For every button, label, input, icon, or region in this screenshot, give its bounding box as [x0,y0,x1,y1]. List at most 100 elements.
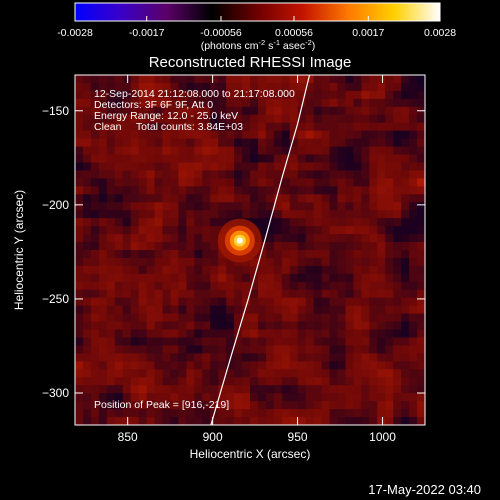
heatmap-cell [353,273,362,283]
heatmap-cell [154,162,164,172]
heatmap-cell [226,106,235,116]
heatmap-cell [369,417,378,425]
heatmap-cell [385,417,394,425]
heatmap-cell [369,90,378,100]
heatmap-cell [345,369,355,378]
heatmap-cell [305,409,315,418]
heatmap-cell [82,289,92,299]
heatmap-cell [321,138,331,148]
heatmap-cell [114,178,124,187]
heatmap-cell [273,82,283,92]
heatmap-cell [154,409,164,418]
heatmap-cell [250,75,259,84]
heatmap-cell [234,273,243,283]
heatmap-cell [329,154,339,164]
heatmap-cell [162,393,172,402]
heatmap-cell [409,417,418,425]
heatmap-cell [385,226,394,235]
heatmap-cell [242,329,251,339]
heatmap-cell [170,393,180,402]
heatmap-cell [273,305,283,315]
heatmap-cell [154,226,164,235]
heatmap-cell [114,146,124,156]
heatmap-cell [305,106,315,116]
heatmap-cell [75,82,84,92]
heatmap-cell [417,146,425,156]
heatmap-cell [98,401,108,410]
heatmap-cell [218,202,227,211]
heatmap-cell [106,218,116,227]
heatmap-cell [321,321,331,331]
heatmap-cell [138,369,148,378]
heatmap-cell [218,114,227,124]
heatmap-cell [305,82,315,92]
heatmap-cell [361,90,370,100]
heatmap-cell [194,186,203,195]
heatmap-cell [82,393,92,402]
heatmap-cell [265,82,275,92]
heatmap-cell [98,289,108,299]
heatmap-cell [353,257,362,267]
heatmap-cell [106,82,116,92]
heatmap-cell [401,154,410,164]
heatmap-cell [154,210,164,219]
heatmap-cell [98,186,108,195]
heatmap-cell [393,273,402,283]
heatmap-cell [218,329,227,339]
heatmap-cell [154,337,164,347]
heatmap-cell [106,170,116,180]
heatmap-cell [122,162,132,172]
heatmap-cell [329,98,339,108]
heatmap-cell [114,90,124,100]
heatmap-cell [130,146,140,156]
heatmap-cell [345,377,355,386]
heatmap-cell [75,218,84,227]
heatmap-cell [170,218,180,227]
heatmap-cell [75,265,84,275]
heatmap-cell [313,409,323,418]
heatmap-cell [337,273,347,283]
heatmap-cell [345,273,355,283]
heatmap-cell [345,361,355,370]
heatmap-cell [297,170,307,180]
heatmap-cell [234,337,243,347]
heatmap-cell [130,154,140,164]
heatmap-cell [178,90,187,100]
heatmap-cell [369,186,378,195]
heatmap-cell [417,353,425,362]
heatmap-cell [385,122,394,132]
heatmap-cell [265,273,275,283]
heatmap-cell [114,329,124,339]
heatmap-cell [257,194,267,203]
heatmap-cell [170,353,180,362]
heatmap-cell [297,90,307,100]
heatmap-cell [210,273,219,283]
heatmap-cell [409,226,418,235]
heatmap-cell [250,186,259,195]
heatmap-cell [162,98,172,108]
heatmap-cell [114,361,124,370]
heatmap-cell [98,409,108,418]
heatmap-cell [202,337,211,347]
heatmap-cell [250,393,259,402]
heatmap-cell [210,202,219,211]
heatmap-cell [417,337,425,347]
heatmap-cell [75,393,84,402]
heatmap-cell [90,170,100,180]
heatmap-cell [313,345,323,355]
heatmap-cell [265,305,275,315]
heatmap-cell [337,122,347,132]
heatmap-cell [162,385,172,394]
heatmap-cell [226,313,235,323]
heatmap-cell [409,305,418,315]
heatmap-cell [114,377,124,386]
heatmap-cell [409,194,418,203]
heatmap-cell [242,106,251,116]
heatmap-cell [234,313,243,323]
heatmap-cell [154,329,164,339]
heatmap-cell [98,82,108,92]
heatmap-cell [345,321,355,331]
heatmap-cell [106,337,116,347]
heatmap-cell [321,297,331,307]
heatmap-cell [337,178,347,187]
